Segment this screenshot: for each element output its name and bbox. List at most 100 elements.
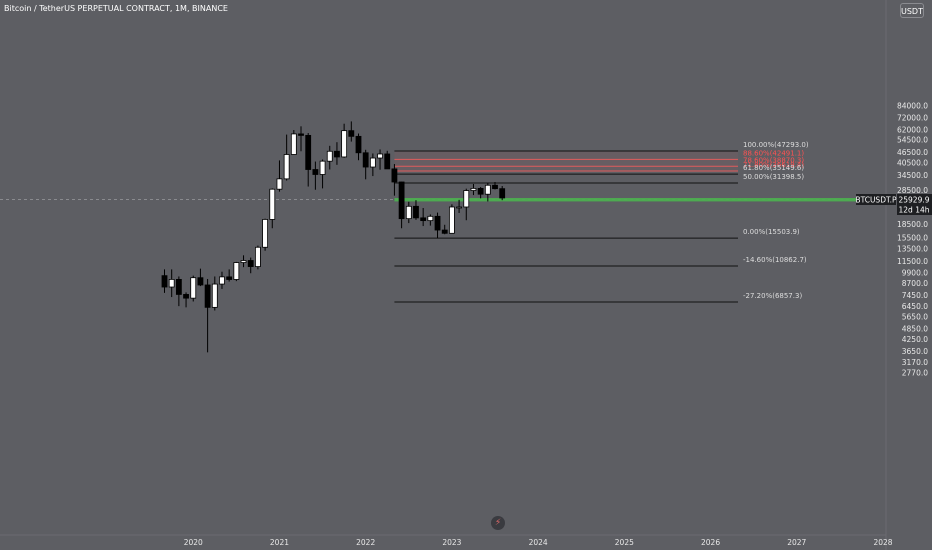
- candle: [283, 134, 290, 181]
- last-price-label: 25929.9: [898, 196, 929, 205]
- candle-body: [276, 178, 283, 190]
- symbol-tag-name: BTCUSDT.P: [855, 196, 897, 205]
- candle: [190, 275, 197, 302]
- candle: [168, 269, 175, 298]
- price-tick-label: 34500.0: [897, 171, 928, 180]
- time-tick-label: 2025: [615, 538, 634, 547]
- price-tick-label: 18500.0: [897, 220, 928, 229]
- candle-body: [434, 215, 441, 231]
- candle: [211, 276, 218, 311]
- candle: [420, 208, 427, 227]
- candle-body: [427, 215, 434, 222]
- fib-level-label: 100.00%(47293.0): [743, 141, 809, 149]
- price-tick-label: 84000.0: [897, 102, 928, 111]
- candle-body: [391, 168, 398, 183]
- candle: [456, 199, 462, 213]
- candle: [290, 130, 297, 155]
- time-tick-label: 2023: [442, 538, 461, 547]
- candle: [305, 132, 312, 187]
- candle: [448, 204, 455, 234]
- candle: [219, 271, 225, 289]
- candle-body: [492, 184, 498, 190]
- candle: [441, 224, 448, 235]
- time-tick-label: 2027: [787, 538, 806, 547]
- price-tick-label: 62000.0: [897, 125, 928, 134]
- support-zone-layer: [394, 198, 886, 202]
- candle-body: [448, 206, 455, 234]
- symbol-tag-name-box: [856, 194, 896, 205]
- candle: [334, 142, 340, 165]
- time-tick-label: 2020: [184, 538, 203, 547]
- candle-body: [161, 275, 168, 288]
- candle-body: [312, 169, 319, 175]
- fib-level-label: 78.60%(38870.3): [743, 156, 804, 164]
- price-tick-label: 6450.0: [902, 302, 928, 311]
- candle: [262, 218, 268, 251]
- fib-level-label: -27.20%(6857.3): [743, 292, 802, 300]
- candle: [355, 133, 362, 161]
- candle: [499, 186, 506, 201]
- candle-body: [168, 279, 175, 288]
- price-tick-label: 4250.0: [902, 335, 928, 344]
- price-tick-label: 40500.0: [897, 159, 928, 168]
- candle: [183, 292, 189, 308]
- candle: [391, 164, 398, 196]
- candle-body: [477, 187, 484, 195]
- countdown-label: 12d 14h: [899, 206, 930, 215]
- candle-body: [413, 205, 419, 219]
- candle: [369, 153, 376, 177]
- candle: [204, 278, 211, 353]
- candle-body: [226, 276, 233, 280]
- candle-body: [233, 262, 240, 280]
- candle: [470, 183, 477, 196]
- price-tick-label: 28500.0: [897, 186, 928, 195]
- price-tick-label: 3170.0: [902, 358, 928, 367]
- candle: [427, 214, 434, 226]
- fib-level-label: 61.80%(35149.6): [743, 164, 804, 172]
- tradingview-logo-icon: ⚡: [491, 516, 505, 530]
- candle: [341, 123, 348, 158]
- price-tick-label: 8700.0: [902, 279, 928, 288]
- candle-body: [240, 260, 247, 263]
- candle: [319, 159, 326, 189]
- candle: [161, 269, 168, 293]
- candle-body: [441, 229, 448, 234]
- candle-body: [305, 134, 312, 170]
- candle-body: [484, 184, 491, 195]
- fibonacci-retracement[interactable]: 100.00%(47293.0)88.60%(42491.1)78.60%(38…: [394, 141, 809, 303]
- candle-body: [334, 150, 340, 158]
- candle: [233, 261, 240, 282]
- time-tick-label: 2022: [356, 538, 375, 547]
- time-tick-label: 2024: [529, 538, 548, 547]
- price-tick-label: 11500.0: [897, 257, 928, 266]
- candle-body: [384, 153, 391, 170]
- candle-body: [369, 157, 376, 168]
- time-axis[interactable]: 2020 2021 2022 2023 2024 2025 2026 2027 2028: [184, 538, 893, 547]
- chart-title: Bitcoin / TetherUS PERPETUAL CONTRACT, 1…: [4, 4, 228, 13]
- candle-body: [204, 284, 211, 308]
- candle: [362, 149, 369, 180]
- candle: [312, 161, 319, 190]
- candle-body: [183, 294, 189, 299]
- candle: [484, 182, 491, 202]
- last-price-box: [897, 194, 932, 205]
- candle-body: [290, 133, 297, 155]
- candle-body: [362, 152, 369, 168]
- currency-button[interactable]: USDT: [900, 3, 924, 18]
- candle-body: [405, 205, 412, 220]
- candle-body: [326, 150, 333, 162]
- candle-body: [470, 187, 477, 191]
- fib-level-label: -14.60%(10862.7): [743, 256, 807, 264]
- candle-body: [211, 283, 218, 308]
- candle-body: [319, 160, 326, 175]
- price-tick-label: 15500.0: [897, 234, 928, 243]
- candle-body: [463, 190, 470, 208]
- candle: [405, 201, 412, 224]
- candle-body: [420, 217, 427, 222]
- fib-level-label: 88.60%(42491.1): [743, 149, 804, 157]
- symbol-tag: BTCUSDT.P 25929.9 12d 14h: [855, 194, 932, 215]
- price-tick-label: 9900.0: [902, 269, 928, 278]
- candle-body: [190, 277, 197, 299]
